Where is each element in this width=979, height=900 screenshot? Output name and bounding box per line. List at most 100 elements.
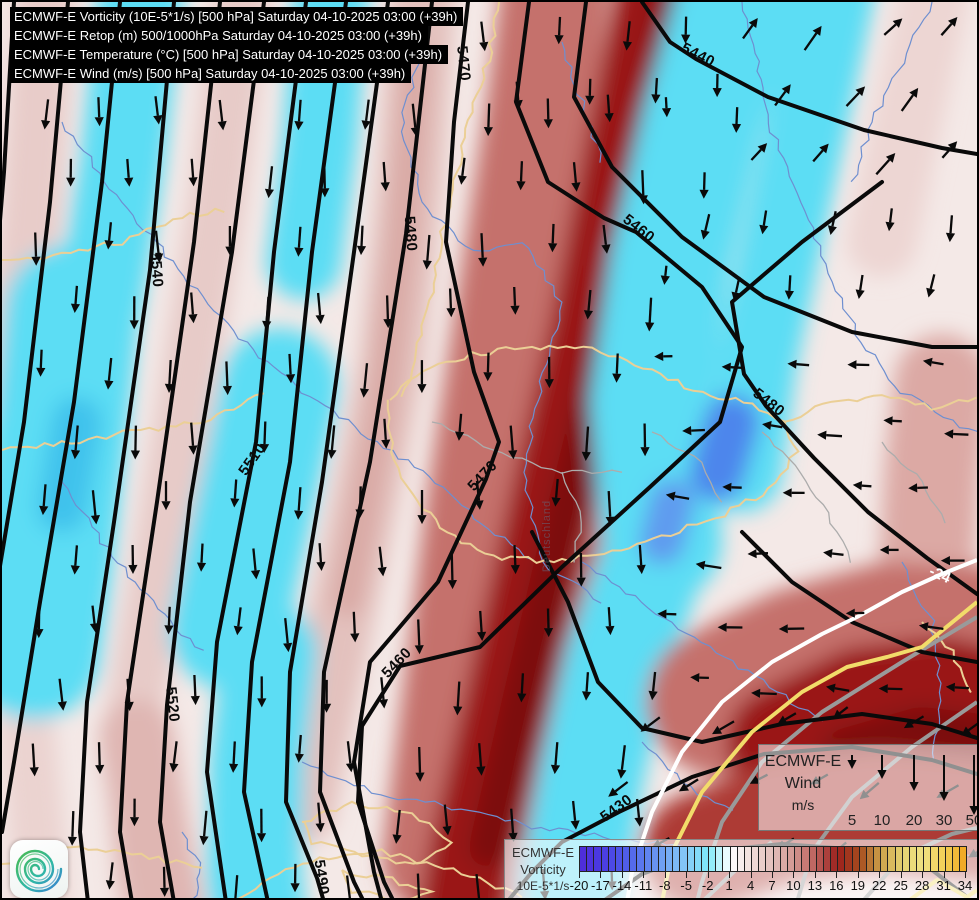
colorbar-scale <box>579 846 967 872</box>
spiral-logo <box>10 840 68 898</box>
colorbar-cell <box>622 847 630 871</box>
colorbar-cell <box>772 847 780 871</box>
colorbar-cell <box>844 847 852 871</box>
colorbar-tick-label: -5 <box>680 878 692 893</box>
colorbar-tick-label: 34 <box>957 878 973 893</box>
colorbar-name: Vorticity <box>520 862 566 877</box>
svg-text:10: 10 <box>874 812 891 829</box>
wind-legend-title: ECMWF-E <box>764 753 842 770</box>
colorbar-cell <box>822 847 831 871</box>
colorbar-tick <box>664 872 666 878</box>
colorbar-tick <box>643 872 645 878</box>
colorbar-cell <box>743 847 752 871</box>
colorbar-cell <box>751 847 759 871</box>
colorbar-tick <box>879 872 881 878</box>
colorbar-cell <box>837 847 845 871</box>
colorbar-cell <box>586 847 594 871</box>
colorbar-cell <box>786 847 795 871</box>
map-title-block: ECMWF-E Vorticity (10E-5*1/s) [500 hPa] … <box>10 7 464 83</box>
colorbar-tick-label: 4 <box>746 878 755 893</box>
colorbar-tick <box>836 872 838 878</box>
colorbar-cell <box>765 847 773 871</box>
colorbar-tick-label: -11 <box>634 878 653 893</box>
colorbar-tick <box>772 872 773 878</box>
colorbar-cell <box>636 847 644 871</box>
wind-legend-text: ECMWF-E Wind m/s <box>763 751 843 815</box>
colorbar-tick <box>729 872 731 878</box>
colorbar-tick <box>814 872 816 878</box>
colorbar-cell <box>880 847 888 871</box>
colorbar-cell <box>901 847 909 871</box>
svg-text:30: 30 <box>936 812 953 829</box>
svg-text:5540: 5540 <box>147 251 166 287</box>
colorbar-tick-label: 22 <box>871 878 887 893</box>
colorbar-cell <box>693 847 701 871</box>
colorbar-cell <box>607 847 615 871</box>
colorbar-tick <box>707 872 709 878</box>
colorbar-cell <box>801 847 809 871</box>
colorbar-cell <box>708 847 716 871</box>
colorbar-cell <box>923 847 931 871</box>
colorbar-cell <box>944 847 952 871</box>
colorbar-tick <box>686 872 688 878</box>
colorbar-tick-label: 25 <box>893 878 908 893</box>
colorbar-cell <box>830 847 838 871</box>
colorbar-unit: 10E-5*1/s <box>516 879 570 893</box>
colorbar-cell <box>873 847 881 871</box>
colorbar-cell <box>959 847 967 871</box>
colorbar-tick-label: 1 <box>725 878 733 893</box>
vorticity-colorbar-legend: ECMWF-E Vorticity 10E-5*1/s -20 -17 -14 -11… <box>504 839 977 898</box>
colorbar-tick <box>922 872 924 878</box>
colorbar-tick-label: 31 <box>936 878 951 893</box>
colorbar-cell <box>937 847 945 871</box>
colorbar-tick <box>600 872 602 878</box>
colorbar-cell <box>643 847 651 871</box>
svg-text:5480: 5480 <box>401 215 420 251</box>
colorbar-cell <box>858 847 866 871</box>
colorbar-cell <box>951 847 960 871</box>
colorbar-tick-label: -17 <box>590 878 610 893</box>
colorbar-tick <box>857 872 859 878</box>
colorbar-tick <box>579 872 580 878</box>
colorbar-cell <box>736 847 744 871</box>
colorbar-cell <box>930 847 938 871</box>
colorbar-tick <box>621 872 623 878</box>
svg-text:Deutschland: Deutschland <box>541 500 553 572</box>
colorbar-cell <box>715 847 723 871</box>
svg-text:20: 20 <box>906 812 923 829</box>
colorbar-tick <box>900 872 902 878</box>
title-line-wind: ECMWF-E Wind (m/s) [500 hPa] Saturday 04… <box>10 64 412 83</box>
colorbar-cell <box>665 847 673 871</box>
spiral-logo-icon <box>15 849 63 893</box>
colorbar-cell <box>650 847 658 871</box>
colorbar-cell <box>679 847 687 871</box>
colorbar-tick <box>750 872 752 878</box>
colorbar-tick-label: 10 <box>786 878 801 893</box>
colorbar-cell <box>894 847 902 871</box>
colorbar-cell <box>700 847 709 871</box>
colorbar-tick-label: 16 <box>829 878 844 893</box>
colorbar-tick-label: 19 <box>850 878 866 893</box>
colorbar-tick-label: 7 <box>768 878 776 893</box>
title-line-vorticity: ECMWF-E Vorticity (10E-5*1/s) [500 hPa] … <box>10 7 464 26</box>
svg-text:5490: 5490 <box>311 859 333 896</box>
colorbar-cell <box>865 847 874 871</box>
colorbar-tick-label: -2 <box>701 878 714 893</box>
colorbar-cell <box>593 847 601 871</box>
svg-text:5520: 5520 <box>162 686 183 723</box>
title-line-temperature: ECMWF-E Temperature (°C) [500 hPa] Satur… <box>10 45 449 64</box>
colorbar-tick-label: 13 <box>807 878 823 893</box>
wind-arrows <box>29 16 977 898</box>
colorbar-cell <box>815 847 823 871</box>
colorbar-cell <box>794 847 802 871</box>
colorbar-cell <box>600 847 608 871</box>
colorbar-cell <box>657 847 666 871</box>
admin-borders <box>431 421 946 563</box>
colorbar-cell <box>729 847 737 871</box>
colorbar-cell <box>887 847 895 871</box>
temperature-contour-white <box>625 558 977 898</box>
wind-legend-unit: m/s <box>791 797 815 813</box>
